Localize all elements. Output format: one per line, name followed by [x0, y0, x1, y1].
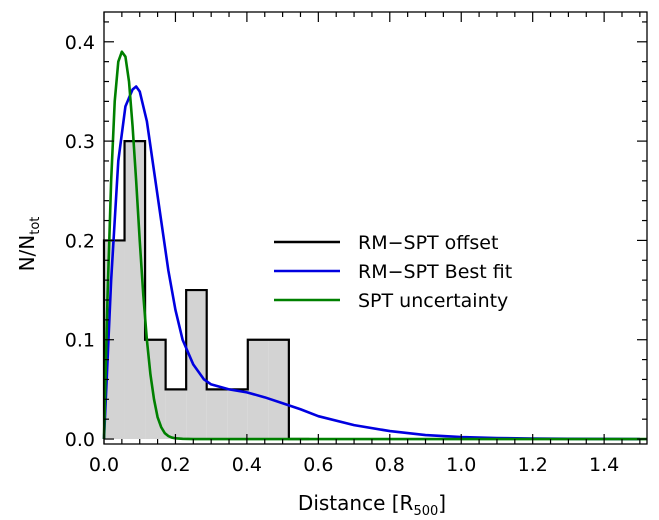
- histogram-bar: [186, 290, 207, 440]
- histogram-outline: [102, 140, 310, 441]
- histogram-bar: [165, 389, 187, 440]
- y-axis-label: N/Ntot: [15, 217, 43, 272]
- histogram-bar: [206, 389, 228, 440]
- histogram-bar: [247, 339, 269, 440]
- plot-area: [102, 50, 647, 441]
- histogram-bar: [124, 141, 146, 440]
- legend: RM−SPT offset RM−SPT Best fit SPT uncertai…: [274, 232, 512, 312]
- legend-label: RM−SPT offset: [358, 232, 498, 254]
- y-tick-label: 0.1: [65, 330, 95, 352]
- x-tick-label: 1.2: [518, 454, 548, 476]
- y-tick-label: 0.0: [65, 429, 95, 451]
- histogram-bar: [268, 339, 289, 440]
- legend-label: RM−SPT Best fit: [358, 261, 512, 283]
- x-tick-label: 0.2: [160, 454, 190, 476]
- plot-frame: [103, 11, 648, 445]
- y-tick-label: 0.2: [65, 230, 95, 252]
- x-tick-label: 0.4: [232, 454, 262, 476]
- x-axis-label: Distance [R500]: [298, 491, 446, 519]
- x-tick-label: 0.8: [375, 454, 405, 476]
- histogram-bar: [227, 389, 248, 440]
- x-tick-label: 1.4: [589, 454, 619, 476]
- axes: 0.0 0.2 0.4 0.6 0.8 1.0 1.2 1.4 0.0 0.1 0.2 0.3 0.4: [65, 11, 648, 476]
- x-tick-label: 1.0: [446, 454, 476, 476]
- y-tick-label: 0.3: [65, 131, 95, 153]
- y-tick-label: 0.4: [65, 32, 95, 54]
- histogram-bar: [104, 240, 125, 440]
- x-tick-label: 0.6: [303, 454, 333, 476]
- legend-label: SPT uncertainty: [358, 290, 508, 312]
- x-tick-label: 0.0: [89, 454, 119, 476]
